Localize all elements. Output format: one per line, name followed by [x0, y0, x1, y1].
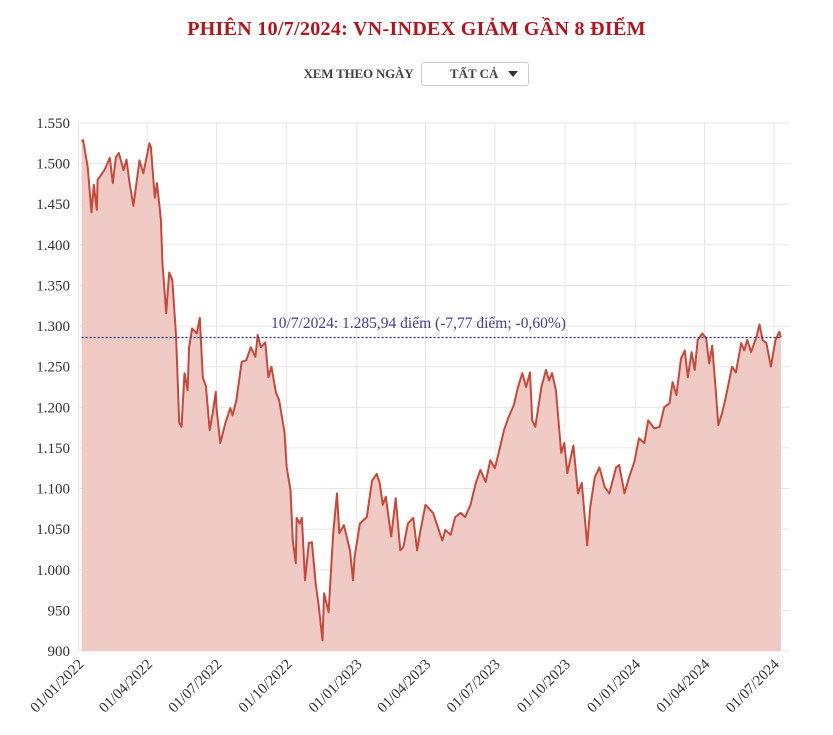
- x-tick-label: 01/01/2022: [28, 657, 88, 717]
- y-tick-label: 1.150: [36, 441, 70, 457]
- x-tick-label: 01/07/2022: [166, 657, 226, 717]
- y-tick-label: 1.100: [36, 482, 70, 498]
- date-filter: XEM THEO NGÀY TẤT CẢ: [0, 62, 833, 86]
- select-value: TẤT CẢ: [449, 66, 499, 81]
- y-tick-label: 1.050: [36, 522, 70, 538]
- x-tick-label: 01/04/2022: [96, 657, 156, 717]
- y-tick-label: 1.250: [36, 360, 70, 376]
- x-tick-label: 01/01/2024: [584, 656, 644, 716]
- x-tick-label: 01/10/2023: [514, 657, 574, 717]
- y-tick-label: 900: [48, 644, 71, 660]
- y-tick-label: 1.000: [36, 563, 70, 579]
- chart-title: PHIÊN 10/7/2024: VN-INDEX GIẢM GẦN 8 ĐIỂ…: [187, 18, 646, 40]
- y-tick-label: 1.400: [36, 238, 70, 254]
- y-tick-label: 1.300: [36, 319, 70, 335]
- index-line: [80, 139, 782, 642]
- y-axis: 900 950 1.000 1.050 1.100 1.150 1.200 1.250 1.30…: [36, 116, 70, 660]
- x-tick-label: 01/10/2022: [236, 657, 296, 717]
- filter-label: XEM THEO NGÀY: [303, 66, 414, 81]
- x-tick-label: 01/07/2024: [723, 656, 783, 716]
- caret-down-icon: [508, 71, 519, 77]
- date-range-select[interactable]: TẤT CẢ: [421, 62, 530, 86]
- index-area: [81, 140, 781, 651]
- y-tick-label: 1.350: [36, 278, 70, 294]
- y-tick-label: 1.550: [36, 116, 70, 132]
- x-tick-label: 01/04/2024: [654, 656, 714, 716]
- y-tick-label: 1.450: [36, 197, 70, 213]
- x-axis: 01/01/2022 01/04/2022 01/07/2022 01/10/2022…: [28, 656, 783, 716]
- y-tick-label: 950: [48, 603, 71, 619]
- x-tick-label: 01/01/2023: [306, 657, 366, 717]
- y-tick-label: 1.200: [36, 400, 70, 416]
- x-tick-label: 01/04/2023: [375, 657, 435, 717]
- y-tick-label: 1.500: [36, 157, 70, 173]
- latest-value-annotation: 10/7/2024: 1.285,94 điểm (-7,77 điểm; -0…: [271, 315, 566, 332]
- x-tick-label: 01/07/2023: [444, 657, 504, 717]
